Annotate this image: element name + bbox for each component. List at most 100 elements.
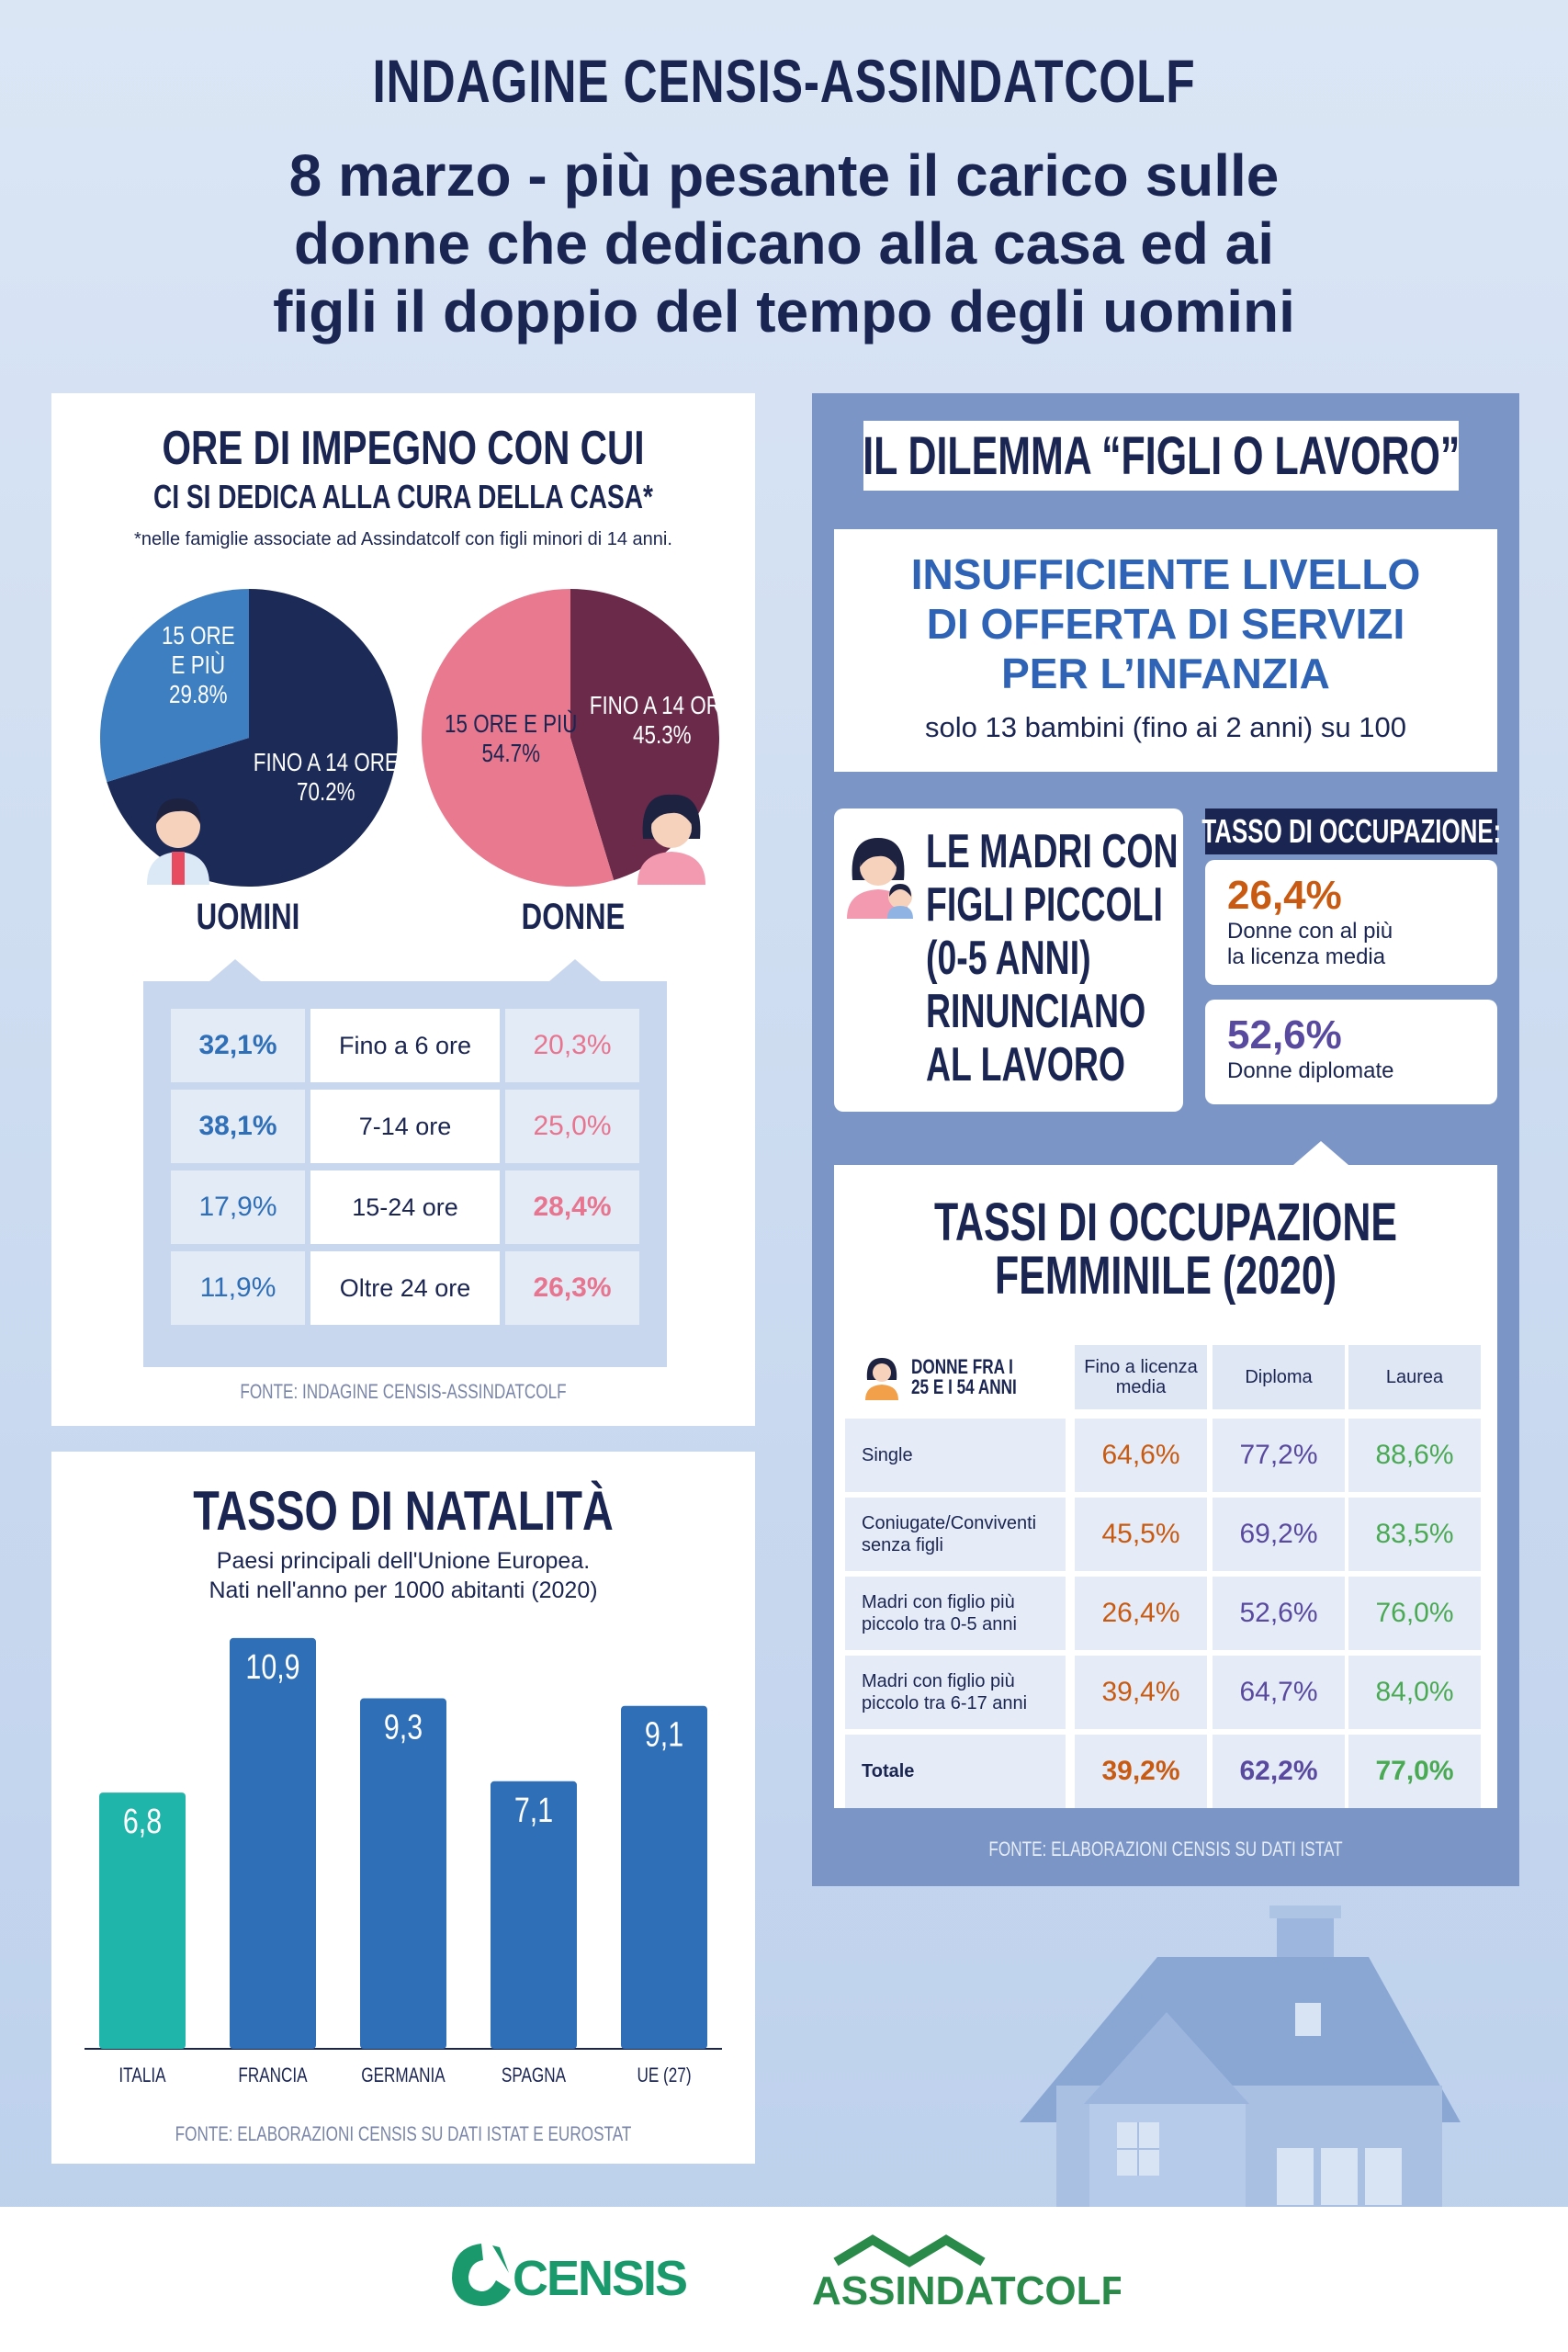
natalita-subtitle-line-2: Nati nell'anno per 1000 abitanti (2020) [209,1577,598,1603]
natalita-bar-chart: 6,8 ITALIA 10,9 FRANCIA 9,3 GERMANIA 7,1 SPAGNA… [85,1637,722,2086]
ore-table-row: 17,9% 15-24 ore 28,4% [171,1170,639,1244]
man-avatar-icon [147,798,209,885]
bar-category-label: FRANCIA [238,2064,308,2086]
stat-diplomate: 52,6% Donne diplomate [1205,1000,1497,1104]
tassi-header-label: DONNE FRA I 25 E I 54 ANNI [845,1345,1066,1409]
bar-germania [360,1698,446,2049]
servizi-infanzia-box: INSUFFICIENTE LIVELLO DI OFFERTA DI SERV… [834,529,1497,772]
gender-label-donne: DONNE [521,897,626,937]
ore-table-donne-value: 20,3% [505,1009,639,1082]
natalita-subtitle: Paesi principali dell'Unione Europea. Na… [51,1546,755,1605]
bar-spagna [491,1781,577,2049]
tassi-cell: 64,6% [1075,1419,1207,1492]
bar-value-label: 9,1 [645,1716,683,1755]
bar-value-label: 6,8 [123,1803,162,1841]
ore-comparison-table: 32,1% Fino a 6 ore 20,3% 38,1% 7-14 ore 25,0%… [143,959,667,1367]
natalita-card: TASSO DI NATALITÀ Paesi principali dell'… [51,1452,755,2164]
ore-table-uomini-value: 11,9% [171,1251,305,1325]
woman-small-icon [865,1358,898,1400]
ore-card-source: FONTE: INDAGINE CENSIS-ASSINDATCOLF [240,1380,567,1403]
natalita-title: TASSO DI NATALITÀ [193,1480,614,1542]
pie-slice-pie-d-1 [422,589,615,887]
ore-table-row: 11,9% Oltre 24 ore 26,3% [171,1251,639,1325]
servizi-heading-line-2: DI OFFERTA DI SERVIZI [926,600,1405,648]
madri-line-2: FIGLI PICCOLI [926,878,1163,932]
pie-uomini-label-fino14: FINO A 14 ORE 70.2% [253,748,399,806]
ore-table-uomini-value: 17,9% [171,1170,305,1244]
censis-logo: CENSIS [452,2244,688,2306]
bar-ue-27- [621,1705,707,2049]
tassi-column-header: Fino a licenza media [1075,1345,1207,1409]
gender-label-uomini: UOMINI [196,897,300,937]
ore-card-title: ORE DI IMPEGNO CON CUI [162,422,645,475]
pie-slice-pie-u-1 [100,589,249,783]
bar-value-label: 9,3 [384,1708,423,1747]
table-notch-right [549,959,601,981]
tassi-title-line-2: FEMMINILE (2020) [994,1246,1337,1306]
dilemma-panel: IL DILEMMA “FIGLI O LAVORO” INSUFFICIENT… [812,393,1519,1886]
tassi-row-label: Totale [845,1735,1066,1808]
tassi-source: FONTE: ELABORAZIONI CENSIS SU DATI ISTAT [988,1838,1343,1860]
tassi-cell: 62,2% [1213,1735,1345,1808]
tassi-cell: 39,2% [1075,1735,1207,1808]
assindatcolf-logo-text: ASSINDATCOLF [812,2268,1121,2312]
tassi-row-label: Coniugate/Conviventi senza figli [845,1498,1066,1571]
headline: 8 marzo - più pesante il carico sulle do… [0,141,1568,345]
bar-francia [230,1637,316,2049]
tassi-column-header: Diploma [1213,1345,1345,1409]
bar-italia [99,1792,186,2049]
ore-table-uomini-value: 32,1% [171,1009,305,1082]
tassi-cell: 88,6% [1348,1419,1481,1492]
headline-line-2: donne che dedicano alla casa ed ai [293,210,1275,277]
ore-table-row: 32,1% Fino a 6 ore 20,3% [171,1009,639,1082]
mother-child-icon [847,838,913,919]
dilemma-title-box: IL DILEMMA “FIGLI O LAVORO” [863,421,1460,491]
bar-value-label: 10,9 [245,1648,299,1687]
house-illustration-icon [1020,1905,1461,2207]
servizi-infanzia-subtext: solo 13 bambini (fino ai 2 anni) su 100 [925,711,1406,743]
ore-table-uomini-value: 38,1% [171,1090,305,1163]
pie-donne-label-fino14: FINO A 14 ORE 45.3% [589,691,735,749]
tassi-cell: 77,2% [1213,1419,1345,1492]
madri-line-3: (0-5 ANNI) [926,932,1091,985]
pie-uomini-label-15plus: 15 ORE E PIÙ 29.8% [161,621,235,708]
tassi-header-label-line-1: DONNE FRA I [911,1355,1013,1378]
tassi-cell: 64,7% [1213,1656,1345,1729]
ore-table-donne-value: 26,3% [505,1251,639,1325]
kicker-title: INDAGINE CENSIS-ASSINDATCOLF [372,47,1196,115]
tassi-cell: 45,5% [1075,1498,1207,1571]
ore-table-donne-value: 28,4% [505,1170,639,1244]
bar-category-label: UE (27) [637,2064,691,2086]
ore-table-donne-value: 25,0% [505,1090,639,1163]
ore-table-row: 38,1% 7-14 ore 25,0% [171,1090,639,1163]
tassi-title-line-1: TASSI DI OCCUPAZIONE [934,1193,1397,1252]
ore-table-range-label: 7-14 ore [310,1090,500,1163]
tassi-cell: 83,5% [1348,1498,1481,1571]
tassi-row-label: Single [845,1419,1066,1492]
servizi-infanzia-heading: INSUFFICIENTE LIVELLO DI OFFERTA DI SERV… [834,549,1497,698]
ore-table-range-label: Oltre 24 ore [310,1251,500,1325]
madri-line-5: AL LAVORO [926,1038,1126,1091]
table-notch-left [209,959,261,981]
tassi-cell: 26,4% [1075,1577,1207,1650]
madri-text: LE MADRI CON FIGLI PICCOLI (0-5 ANNI) RI… [926,825,1179,1091]
footer: CENSIS ASSINDATCOLF [0,2207,1568,2352]
stat-diplomate-value: 52,6% [1227,1012,1342,1057]
pie-donne-label-15plus: 15 ORE E PIÙ 54.7% [445,709,578,767]
tassi-cell: 77,0% [1348,1735,1481,1808]
tasso-occupazione-label: TASSO DI OCCUPAZIONE: [1201,812,1501,850]
stat-licenza-media-desc-1: Donne con al più [1227,919,1393,944]
stat-licenza-media-value: 26,4% [1227,873,1342,918]
stat-licenza-media: 26,4% Donne con al più la licenza media [1205,860,1497,985]
bar-category-label: GERMANIA [361,2064,446,2086]
woman-avatar-icon [637,794,705,885]
natalita-subtitle-line-1: Paesi principali dell'Unione Europea. [216,1548,591,1574]
ore-table-range-label: 15-24 ore [310,1170,500,1244]
tassi-cell: 39,4% [1075,1656,1207,1729]
madri-line-1: LE MADRI CON [926,825,1179,878]
censis-logo-text: CENSIS [513,2251,686,2306]
headline-line-3: figli il doppio del tempo degli uomini [273,278,1295,345]
tassi-title: TASSI DI OCCUPAZIONE FEMMINILE (2020) [920,1196,1411,1303]
ore-card-note: *nelle famiglie associate ad Assindatcol… [134,529,672,549]
tassi-cell: 84,0% [1348,1656,1481,1729]
